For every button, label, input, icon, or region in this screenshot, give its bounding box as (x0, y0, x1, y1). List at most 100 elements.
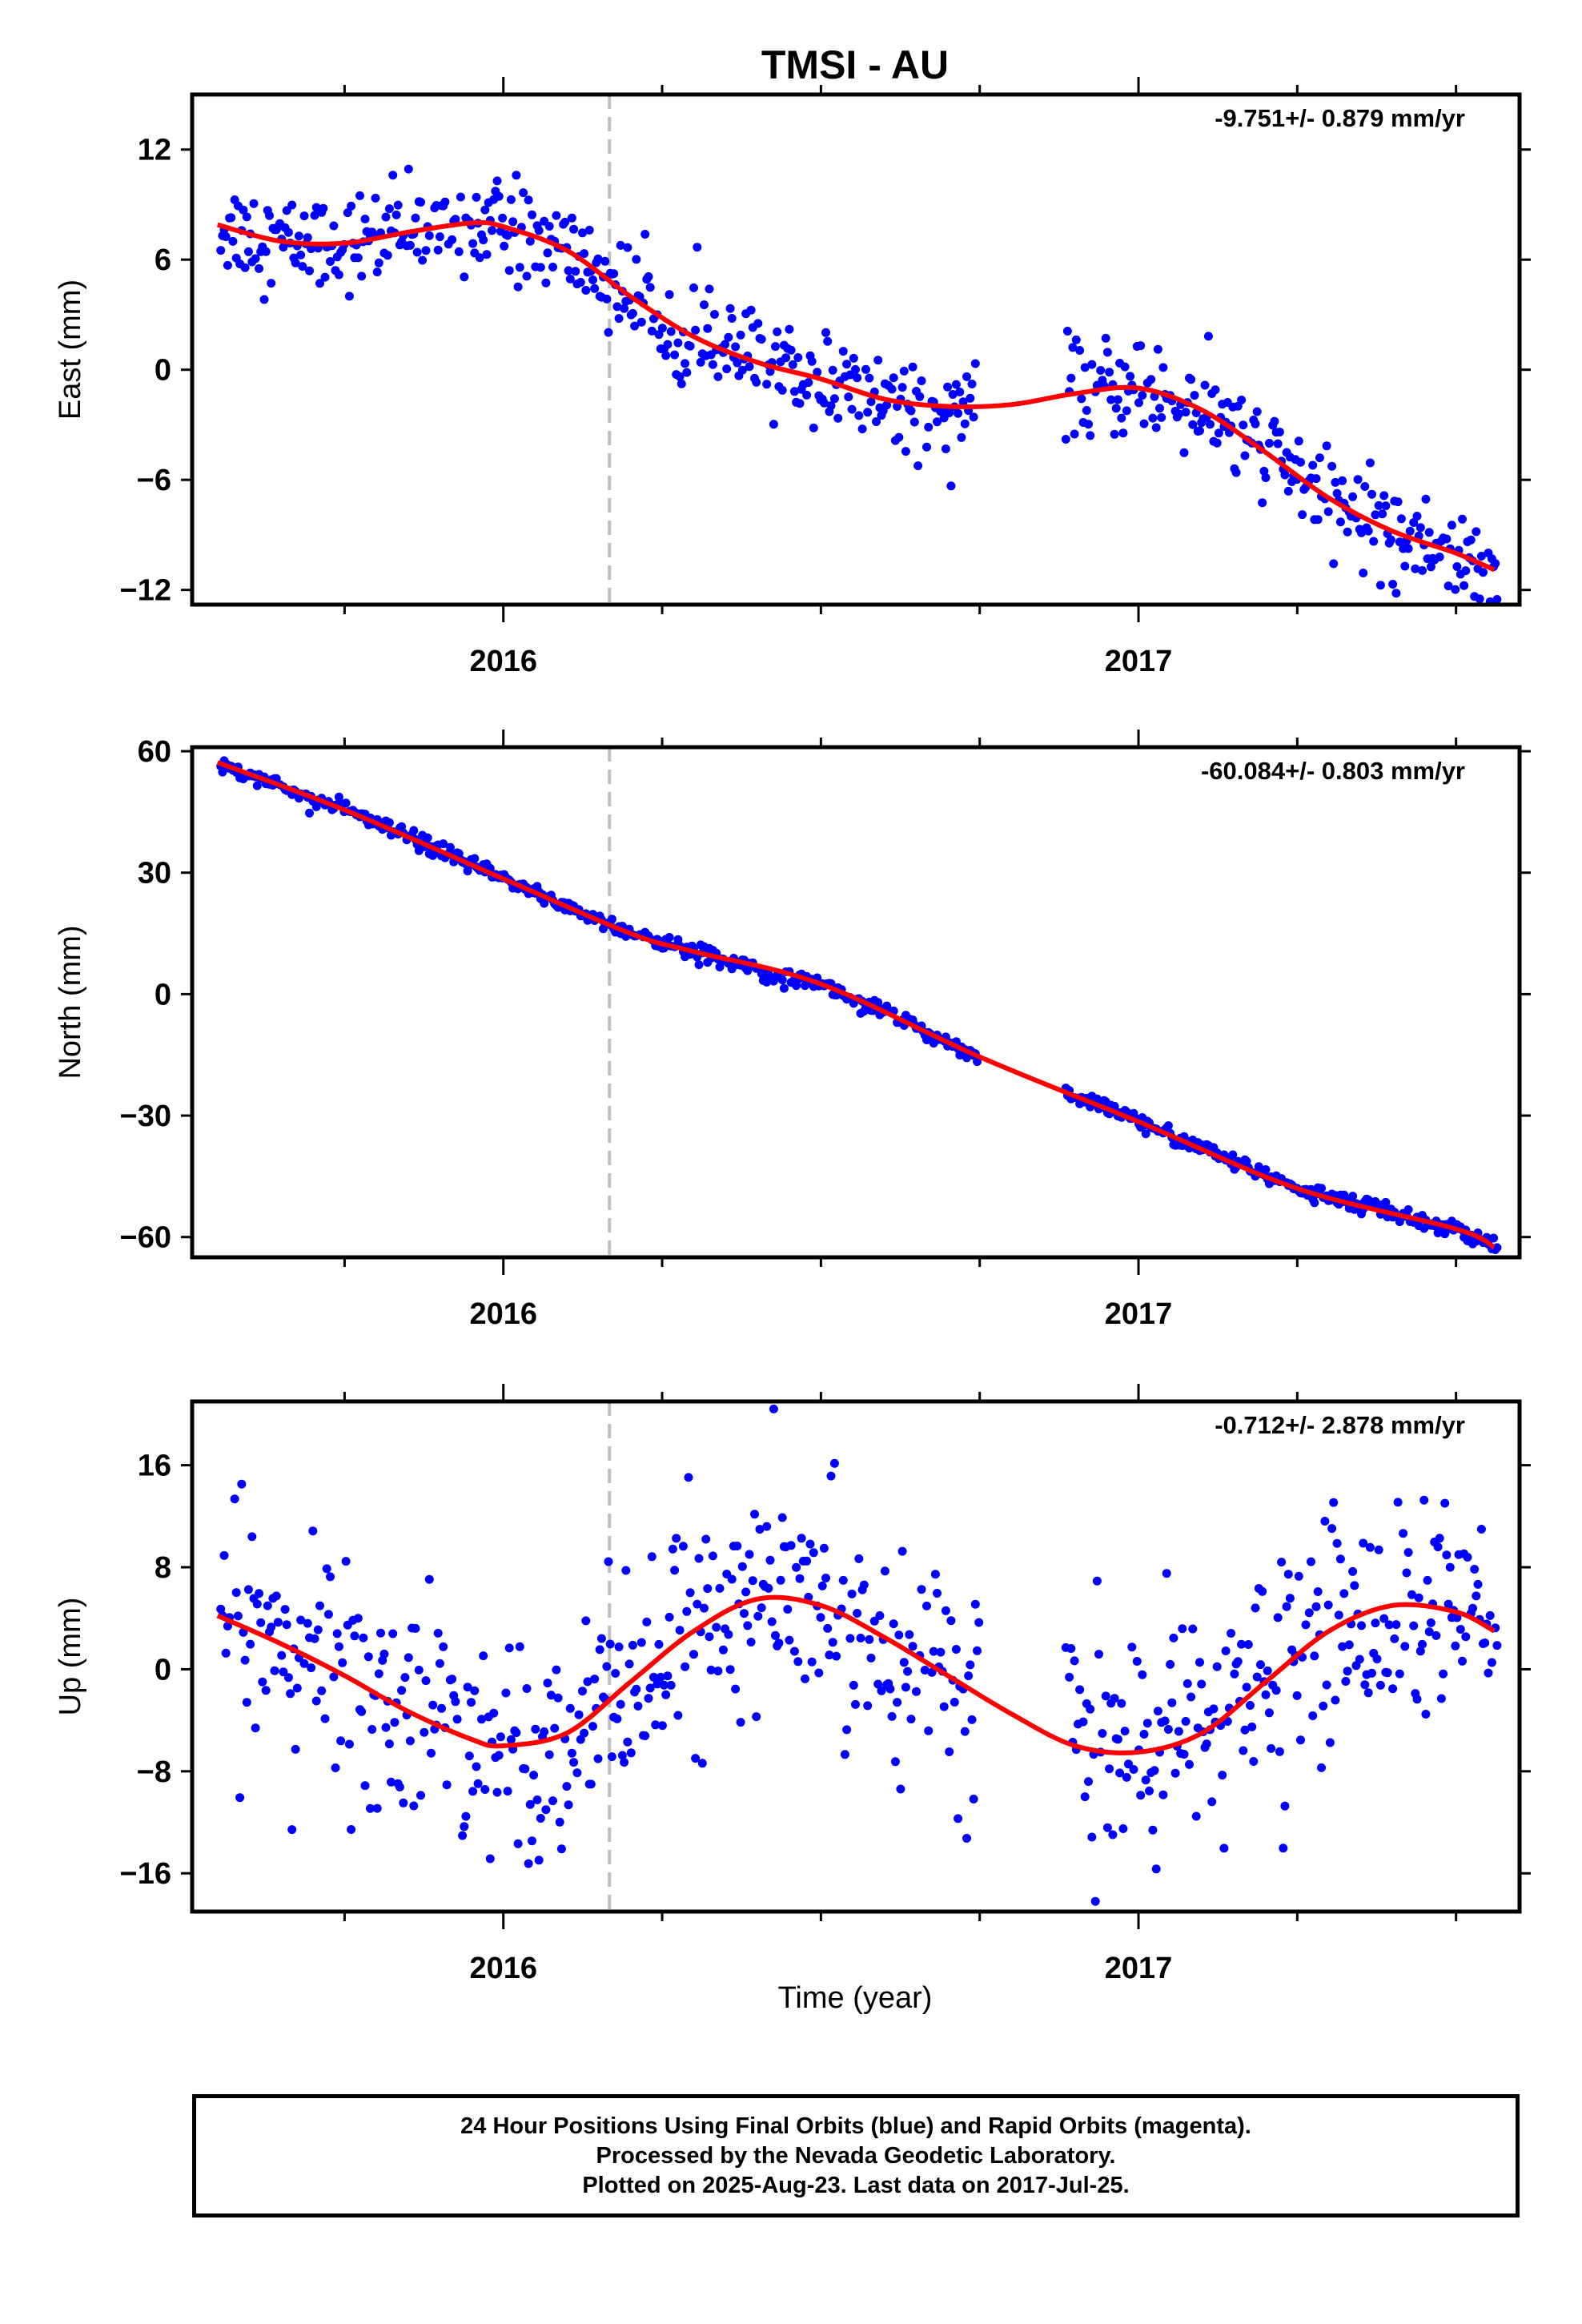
data-point (951, 1645, 961, 1654)
data-point (715, 963, 725, 971)
data-point (1068, 343, 1078, 352)
data-point (1304, 1608, 1314, 1618)
data-point (524, 195, 533, 205)
data-point (252, 781, 262, 790)
data-point (633, 1701, 643, 1711)
data-point (628, 308, 637, 318)
data-point (1294, 1571, 1303, 1581)
data-point (315, 279, 324, 288)
data-point (1421, 1710, 1431, 1719)
data-point (1359, 1538, 1368, 1548)
data-point (287, 200, 297, 210)
data-point (1139, 1730, 1149, 1739)
x-axis-label: Time (year) (778, 1981, 933, 2015)
data-point (899, 1658, 909, 1667)
data-point (899, 366, 909, 376)
data-point (762, 1522, 772, 1531)
data-point (357, 1707, 367, 1716)
data-point (724, 332, 733, 342)
data-point (1412, 1695, 1422, 1704)
data-point (955, 388, 965, 396)
data-point (939, 1702, 949, 1711)
data-point (1142, 1719, 1152, 1728)
data-point (665, 290, 674, 300)
data-point (1395, 1669, 1404, 1679)
data-point (1256, 1660, 1265, 1670)
data-point (1296, 1735, 1305, 1745)
data-point (279, 1667, 288, 1677)
plot-frame (190, 92, 1522, 607)
data-point (767, 1617, 777, 1626)
data-point (390, 1718, 400, 1727)
data-point (239, 205, 248, 215)
data-point (1086, 1704, 1095, 1714)
y-tick-label: 8 (155, 1551, 171, 1585)
data-point (315, 1601, 324, 1610)
data-point (271, 1591, 281, 1601)
data-point (1167, 1698, 1177, 1707)
data-point (930, 1570, 940, 1579)
data-point (630, 321, 640, 331)
data-point (745, 1550, 754, 1559)
data-point (485, 1854, 495, 1864)
data-point (1472, 1591, 1481, 1601)
data-point (624, 1659, 634, 1669)
data-point (894, 432, 904, 442)
data-point (454, 247, 464, 256)
data-point (777, 975, 787, 985)
data-point (612, 302, 622, 312)
data-point (1365, 458, 1375, 468)
data-point (440, 197, 450, 207)
data-point (1158, 363, 1168, 372)
data-point (1251, 419, 1260, 428)
data-point (1329, 1498, 1339, 1507)
data-point (776, 1575, 785, 1585)
data-point (1355, 1655, 1364, 1664)
data-point (439, 839, 448, 849)
data-point (1138, 1670, 1147, 1679)
data-point (1150, 1766, 1159, 1775)
data-point (544, 1750, 554, 1759)
data-point (785, 1635, 794, 1645)
data-point (1086, 431, 1095, 440)
data-point (797, 1534, 806, 1543)
data-point (1231, 468, 1241, 477)
data-point (1186, 1692, 1196, 1702)
data-point (1254, 1162, 1263, 1172)
data-point (701, 1534, 711, 1544)
data-point (1322, 441, 1331, 451)
data-point (1148, 1825, 1158, 1835)
data-point (632, 1684, 641, 1694)
data-point (1456, 1625, 1465, 1634)
data-point (1212, 1662, 1222, 1671)
data-point (666, 327, 676, 336)
data-point (969, 1795, 978, 1803)
data-point (308, 1526, 318, 1536)
data-point (962, 1834, 971, 1843)
data-point (228, 236, 238, 246)
data-point (851, 1699, 860, 1709)
data-point (740, 1609, 749, 1618)
data-point (1247, 1722, 1257, 1731)
data-point (1403, 544, 1413, 553)
east-panel: 12 6 0 −6 −12 2016 2017 East (mm) -9.751+/- 0.87… (54, 77, 1531, 678)
data-point (1452, 562, 1462, 571)
data-point (1169, 1633, 1178, 1642)
data-point (657, 324, 667, 333)
data-point (705, 1632, 714, 1642)
chart-title: TMSI - AU (761, 42, 949, 87)
data-point (463, 1683, 472, 1692)
data-point (896, 1784, 905, 1794)
data-point (813, 368, 822, 377)
data-point (1271, 1686, 1281, 1695)
data-point (1101, 333, 1110, 343)
data-point (1264, 439, 1274, 448)
data-point (336, 1736, 346, 1746)
data-point (246, 1639, 255, 1649)
data-point (255, 263, 263, 273)
data-point (1343, 1667, 1352, 1676)
data-point (801, 1674, 809, 1683)
data-point (666, 1680, 676, 1690)
data-point (746, 305, 756, 315)
data-point (722, 364, 732, 374)
